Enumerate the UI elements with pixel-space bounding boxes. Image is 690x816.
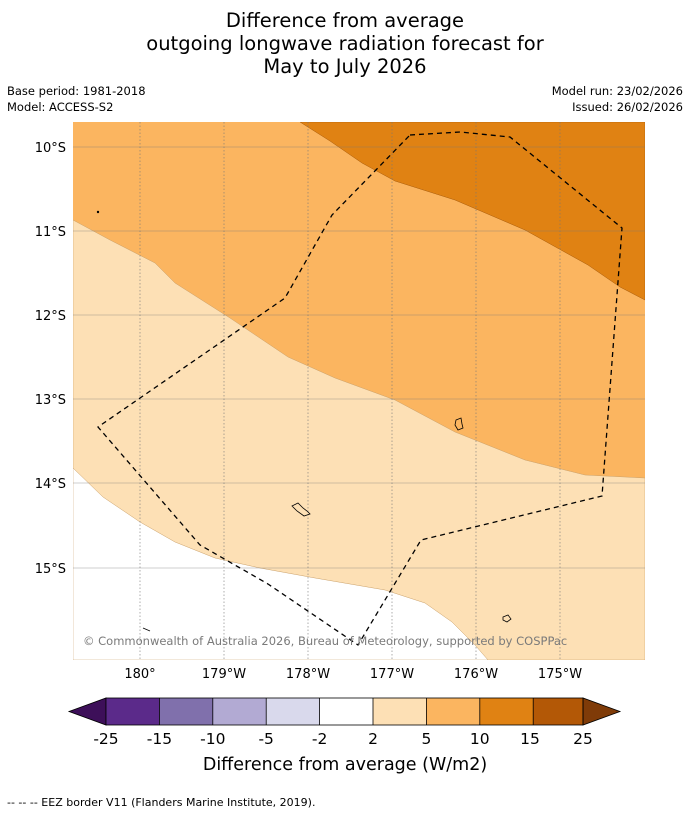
colorbar-tick: -2 [312,730,327,748]
colorbar-tick: 15 [520,730,540,748]
colorbar-swatch [479,698,534,725]
eez-legend-note: -- -- -- EEZ border V11 (Flanders Marine… [7,796,316,809]
lat-label: 14°S [35,477,66,492]
lat-label: 13°S [35,393,66,408]
model-name: Model: ACCESS-S2 [7,100,114,114]
colorbar-tick: 5 [421,730,431,748]
lon-label: 175°W [538,667,582,682]
latitude-labels: 10°S 11°S 12°S 13°S 14°S 15°S [35,141,66,577]
base-period: Base period: 1981-2018 [7,84,146,98]
band-10-15 [299,122,645,301]
issued-date: Issued: 26/02/2026 [572,100,683,114]
colorbar-tick: -25 [93,730,118,748]
title-line-3: May to July 2026 [263,55,427,78]
islands [96,210,512,632]
colorbar-low-arrow [67,697,107,726]
colorbar-swatch [266,698,320,725]
band-2-5 [73,219,645,660]
island-east [454,417,464,431]
colorbar-swatch [426,698,480,725]
lat-label: 12°S [35,309,66,324]
lon-label: 177°W [370,667,414,682]
colorbar-high-arrow [582,697,622,726]
colorbar-swatch [159,698,213,725]
reef-southwest [142,627,151,632]
colorbar-tick: -5 [258,730,273,748]
colorbar [67,697,622,726]
lon-label: 179°W [202,667,246,682]
island-central [291,502,311,517]
colorbar-tick: 10 [470,730,490,748]
colorbar-frame [105,697,584,726]
colorbar-swatch [373,698,427,725]
eez-border [97,131,623,646]
title-line-2: outgoing longwave radiation forecast for [146,32,544,55]
lon-label: 178°W [286,667,330,682]
colorbar-dividers [158,698,534,725]
lon-label: 180° [124,667,155,682]
island-south [502,614,512,623]
colorbar-tick: -15 [147,730,172,748]
colorbar-tick: -10 [200,730,225,748]
band-below-2 [73,467,489,660]
model-run: Model run: 23/02/2026 [551,84,683,98]
parallel-lines [73,146,645,569]
lat-label: 11°S [35,225,66,240]
colorbar-swatch [319,698,373,725]
copyright-notice: © Commonwealth of Australia 2026, Bureau… [83,634,567,648]
title-line-1: Difference from average [225,9,465,32]
longitude-labels: 180° 179°W 178°W 177°W 176°W 175°W [124,667,582,682]
colorbar-swatch [533,698,584,725]
colorbar-tick-labels: -25 -15 -10 -5 -2 2 5 10 15 25 [93,730,593,748]
colorbar-label: Difference from average (W/m2) [203,755,487,775]
colorbar-swatch [212,698,267,725]
lat-label: 15°S [35,562,66,577]
lat-label: 10°S [35,141,66,156]
islet-northwest [96,210,100,214]
map-panel: © Commonwealth of Australia 2026, Bureau… [73,122,645,660]
lon-label: 176°W [454,667,498,682]
colorbar-tick: 2 [368,730,378,748]
meridian-lines [139,122,561,660]
colorbar-tick: 25 [573,730,593,748]
colorbar-swatch [106,698,160,725]
